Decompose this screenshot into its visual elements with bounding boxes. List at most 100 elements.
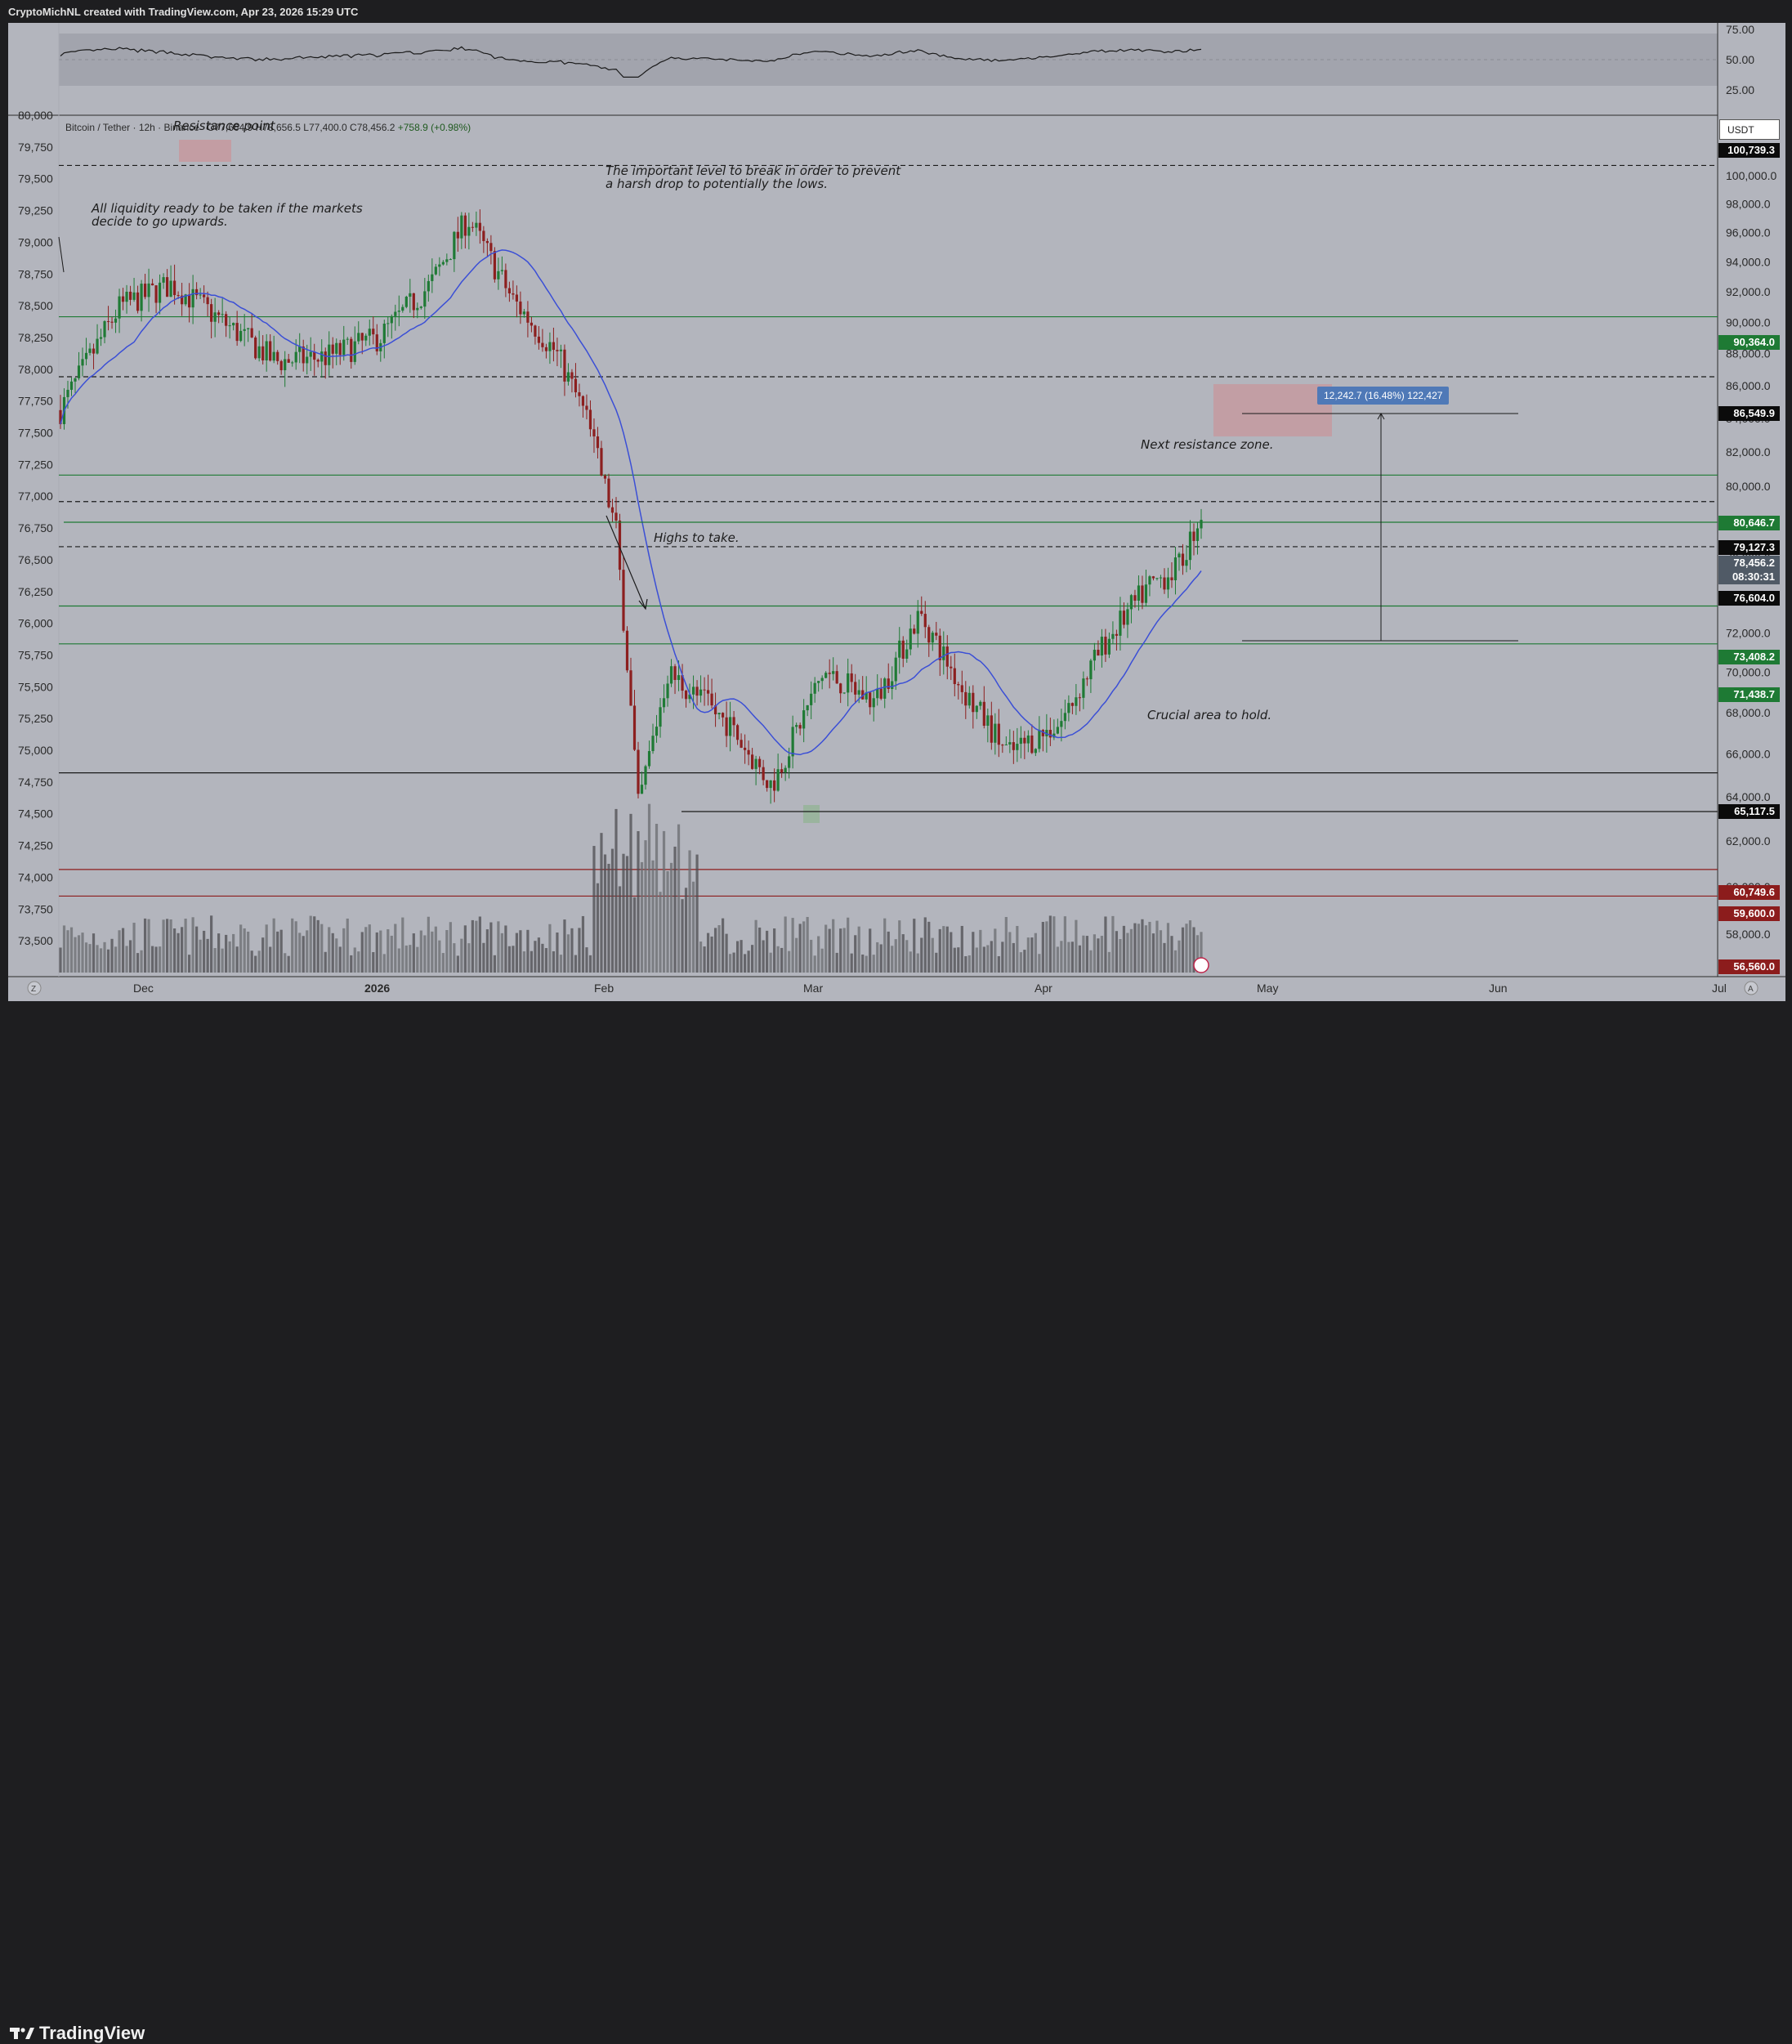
candle-body	[986, 715, 990, 726]
candle-body	[1137, 585, 1141, 601]
volume-bar	[806, 916, 809, 973]
volume-bar	[357, 951, 360, 973]
candle-body	[622, 570, 625, 631]
candle-body	[140, 284, 143, 311]
candle-body	[740, 740, 743, 748]
right-axis-label: 72,000.0	[1726, 626, 1771, 639]
candle-body	[820, 678, 824, 682]
right-axis-label: 64,000.0	[1726, 790, 1771, 803]
candle-body	[99, 337, 103, 339]
candle-body	[713, 705, 717, 715]
candle-body	[769, 780, 772, 789]
candle-body	[261, 346, 265, 360]
volume-bar	[276, 931, 279, 973]
candle-body	[710, 693, 713, 706]
volume-bar	[346, 918, 349, 973]
right-axis-label: 68,000.0	[1726, 706, 1771, 719]
volume-bar	[154, 946, 158, 973]
volume-bar	[1060, 941, 1063, 973]
volume-bar	[96, 945, 99, 973]
candle-body	[691, 687, 695, 695]
candle-body	[1185, 560, 1188, 566]
volume-bar	[534, 941, 537, 973]
candle-body	[279, 360, 283, 371]
volume-bar	[1030, 937, 1034, 973]
candle-body	[570, 372, 574, 379]
volume-bar	[876, 941, 879, 973]
volume-bar	[1126, 933, 1129, 973]
volume-bar	[1151, 933, 1155, 973]
volume-bar	[637, 830, 640, 973]
left-axis-label: 76,500	[18, 553, 53, 566]
volume-bar	[754, 919, 757, 973]
candle-body	[125, 291, 128, 302]
volume-bar	[1067, 941, 1070, 973]
tradingview-logo[interactable]: TradingView	[10, 2023, 145, 2044]
candle-body	[77, 365, 81, 378]
candle-body	[979, 701, 982, 706]
candle-body	[203, 294, 206, 297]
volume-bar	[279, 929, 283, 973]
time-axis-label: Dec	[133, 982, 154, 995]
candle-body	[566, 372, 570, 382]
candle-body	[688, 694, 691, 700]
candle-body	[1082, 678, 1085, 698]
volume-bar	[879, 944, 883, 973]
volume-bar	[409, 945, 412, 973]
volume-bar	[964, 955, 968, 973]
volume-bar	[121, 928, 125, 973]
volume-bar	[1133, 923, 1137, 973]
alert-icon[interactable]	[1193, 957, 1209, 973]
candle-body	[69, 381, 74, 390]
candle-body	[199, 294, 202, 296]
volume-bar	[225, 934, 228, 973]
candle-body	[467, 226, 471, 236]
volume-bar	[265, 924, 268, 973]
candle-body	[431, 274, 434, 281]
volume-bar	[898, 920, 901, 973]
candle-body	[1052, 733, 1056, 738]
volume-bar	[243, 928, 246, 973]
candle-body	[493, 251, 496, 280]
volume-bar	[747, 950, 750, 973]
volume-bar	[1115, 931, 1119, 973]
candle-body	[717, 713, 721, 715]
volume-bar	[735, 941, 740, 973]
price-chart[interactable]: Z A 75.00 50.00 25.00 80,000 79,750 79,500 79,…	[8, 23, 1785, 1001]
candle-body	[876, 688, 879, 699]
volume-bar	[272, 918, 275, 973]
volume-bar	[854, 935, 857, 973]
candle-body	[213, 312, 217, 322]
volume-bar	[284, 953, 287, 973]
candle-body	[879, 688, 883, 699]
volume-bar	[1195, 935, 1200, 973]
volume-bar	[662, 830, 666, 973]
left-axis-label: 75,250	[18, 712, 53, 725]
volume-bar	[390, 935, 393, 973]
volume-bar	[780, 947, 784, 973]
volume-bar	[548, 924, 552, 973]
candle-body	[854, 682, 857, 695]
right-axis-label: 88,000.0	[1726, 347, 1771, 360]
candle-body	[681, 675, 684, 691]
candle-body	[507, 288, 511, 293]
volume-bar	[994, 928, 997, 973]
candle-body	[276, 351, 279, 361]
candle-body	[154, 285, 158, 303]
currency-selector[interactable]: USDT	[1719, 119, 1780, 140]
candle-body	[842, 692, 846, 694]
candle-body	[960, 685, 963, 692]
volume-bar	[883, 918, 887, 973]
candle-body	[666, 683, 669, 699]
zoom-icon[interactable]	[27, 981, 42, 995]
auto-scale-icon[interactable]	[1744, 981, 1758, 995]
drop-arrow	[606, 515, 646, 610]
right-axis-label: 80,000.0	[1726, 480, 1771, 493]
measure-label: 12,242.7 (16.48%) 122,427	[1317, 387, 1450, 405]
volume-bar	[81, 933, 84, 973]
volume-bar	[791, 918, 794, 973]
candle-body	[766, 780, 769, 789]
candle-body	[588, 409, 592, 430]
candle-body	[353, 341, 356, 362]
left-axis-label: 77,250	[18, 458, 53, 471]
